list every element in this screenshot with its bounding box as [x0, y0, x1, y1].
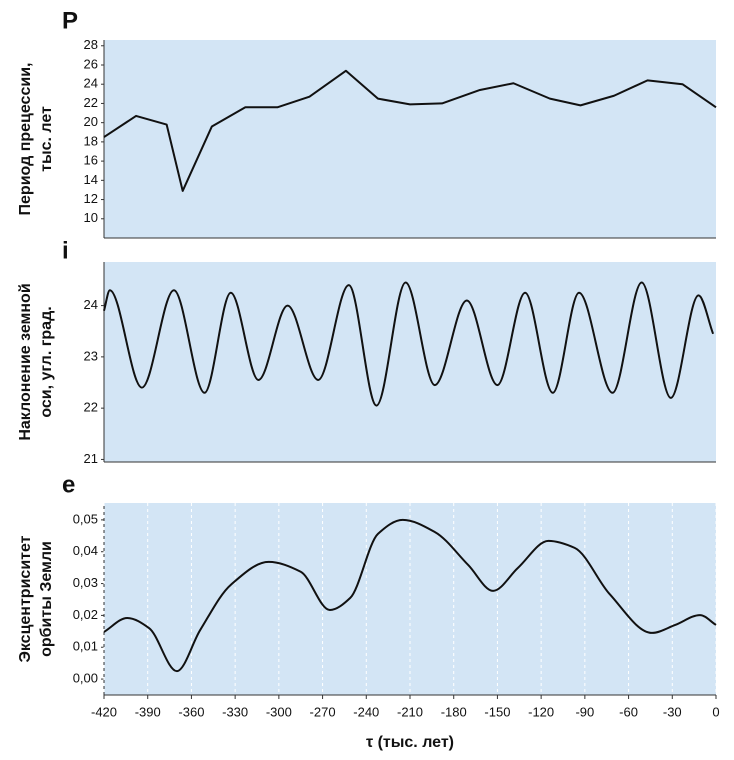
y-tick-label: 16 — [84, 153, 98, 168]
y-axis-label: тыс. лет — [38, 106, 55, 172]
x-tick-label: -330 — [222, 704, 248, 719]
y-axis-label: оси, угл. град. — [38, 306, 55, 417]
x-tick-label: -360 — [178, 704, 204, 719]
y-tick-label: 10 — [84, 210, 98, 225]
x-tick-label: -90 — [575, 704, 594, 719]
y-axis-label: Эксцентриситет — [17, 535, 34, 662]
x-tick-label: -300 — [266, 704, 292, 719]
y-tick-label: 18 — [84, 133, 98, 148]
y-axis-label: Период прецессии, — [17, 63, 34, 216]
x-tick-label: -390 — [135, 704, 161, 719]
data-line — [103, 281, 715, 407]
y-tick-label: 22 — [84, 95, 98, 110]
y-tick-label: 0,01 — [73, 639, 98, 654]
y-tick-label: 20 — [84, 114, 98, 129]
plot-area — [104, 40, 716, 238]
y-tick-label: 12 — [84, 191, 98, 206]
x-tick-label: 0 — [712, 704, 719, 719]
x-tick-label: -270 — [310, 704, 336, 719]
plot-area — [104, 262, 716, 462]
x-axis-label: τ (тыс. лет) — [366, 734, 454, 751]
x-tick-label: -210 — [397, 704, 423, 719]
data-line — [103, 518, 717, 673]
y-tick-label: 0,05 — [73, 511, 98, 526]
y-tick-label: 24 — [84, 76, 98, 91]
y-tick-label: 24 — [84, 297, 98, 312]
x-tick-label: -30 — [663, 704, 682, 719]
x-tick-label: -180 — [441, 704, 467, 719]
y-tick-label: 23 — [84, 348, 98, 363]
y-tick-label: 0,04 — [73, 543, 98, 558]
x-tick-label: -120 — [528, 704, 554, 719]
data-line — [103, 69, 717, 192]
y-tick-label: 0,02 — [73, 607, 98, 622]
y-tick-label: 26 — [84, 56, 98, 71]
y-tick-label: 28 — [84, 37, 98, 52]
x-tick-label: -150 — [484, 704, 510, 719]
panel-title: i — [62, 237, 69, 264]
x-tick-label: -60 — [619, 704, 638, 719]
y-axis-label: Наклонение земной — [17, 283, 34, 440]
panel-title: P — [62, 7, 78, 34]
y-axis-label: орбиты Земли — [38, 541, 55, 657]
x-tick-label: -420 — [91, 704, 117, 719]
y-tick-label: 14 — [84, 172, 98, 187]
y-tick-label: 21 — [84, 451, 98, 466]
y-tick-label: 0,03 — [73, 575, 98, 590]
y-tick-label: 0,00 — [73, 671, 98, 686]
x-tick-label: -240 — [353, 704, 379, 719]
panel-title: e — [62, 471, 75, 498]
y-tick-label: 22 — [84, 400, 98, 415]
